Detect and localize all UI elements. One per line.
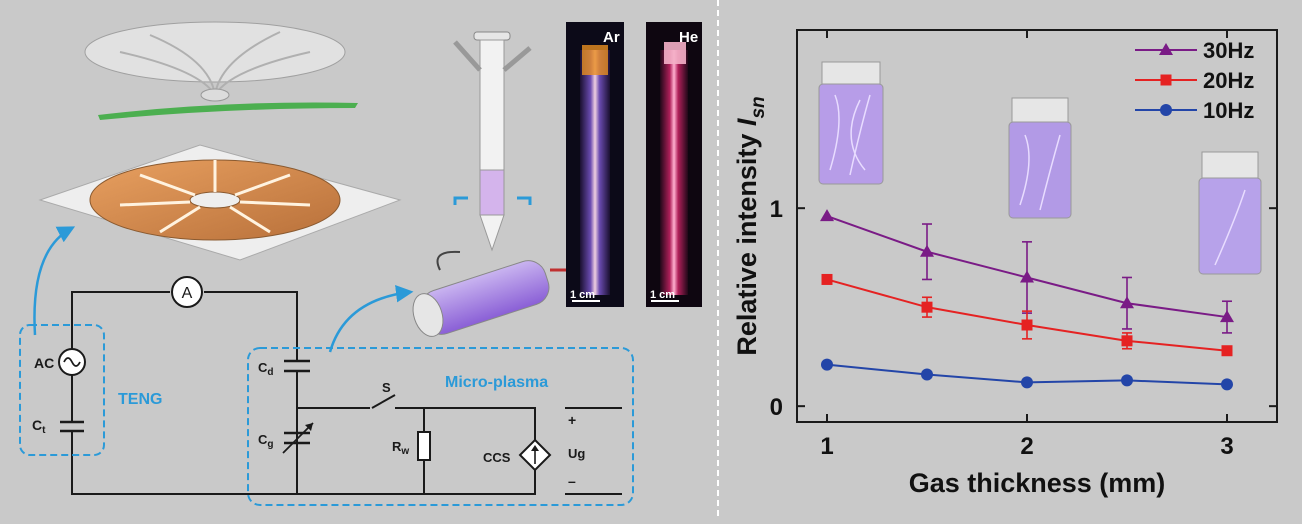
plot-frame bbox=[796, 29, 1278, 423]
arrow-to-teng bbox=[33, 226, 76, 336]
ccs-label: CCS bbox=[483, 450, 511, 465]
inset-cylinder-2 bbox=[1008, 97, 1072, 219]
ug-minus: – bbox=[568, 473, 576, 489]
scale-label-ar: 1 cm bbox=[570, 289, 595, 301]
x-tick-label: 1 bbox=[820, 433, 833, 460]
legend-entry: 20Hz bbox=[1135, 68, 1254, 93]
legend-marker bbox=[1160, 104, 1172, 116]
series-20Hz bbox=[821, 273, 1233, 357]
tube-illustration bbox=[453, 31, 532, 252]
legend-label: 10Hz bbox=[1203, 98, 1254, 123]
data-point bbox=[820, 209, 834, 222]
legend-label: 20Hz bbox=[1203, 68, 1254, 93]
ac-wave-icon bbox=[63, 357, 81, 367]
legend-marker bbox=[1160, 74, 1172, 86]
x-axis-label: Gas thickness (mm) bbox=[909, 468, 1166, 498]
micro-plasma-label: Micro-plasma bbox=[445, 374, 548, 391]
legend-entry: 10Hz bbox=[1135, 98, 1254, 123]
inset-cylinder-3 bbox=[1198, 151, 1262, 275]
rw-resistor-symbol bbox=[417, 431, 431, 461]
ammeter-symbol bbox=[171, 276, 203, 308]
data-point bbox=[1221, 345, 1233, 357]
photo-argon bbox=[566, 22, 624, 307]
ct-label: Ct bbox=[32, 417, 46, 436]
data-point bbox=[1221, 378, 1233, 391]
rw-label: Rw bbox=[392, 439, 409, 457]
teng-dashed-box bbox=[19, 324, 105, 456]
ccs-arrowhead-icon bbox=[531, 445, 539, 451]
legend-marker bbox=[1159, 43, 1173, 55]
ammeter-label: A bbox=[182, 285, 193, 302]
photo-helium bbox=[646, 22, 702, 307]
data-point bbox=[1021, 319, 1033, 331]
legend-label: 30Hz bbox=[1203, 38, 1254, 63]
photo-label-he: He bbox=[679, 29, 698, 46]
scale-label-he: 1 cm bbox=[650, 289, 675, 301]
data-point bbox=[821, 358, 833, 371]
y-tick-label: 1 bbox=[770, 196, 783, 223]
legend-entry: 30Hz bbox=[1135, 38, 1254, 63]
photo-label-ar: Ar bbox=[603, 29, 620, 46]
chart: 1 2 3 0 1 30Hz 20Hz 10Hz Gas thickness (mm) Re… bbox=[732, 29, 1278, 498]
circuit-wires bbox=[71, 291, 622, 495]
x-tick-label: 3 bbox=[1220, 433, 1233, 460]
y-axis-label: Relative intensity Isn bbox=[732, 96, 769, 355]
data-point bbox=[921, 301, 933, 313]
ug-plus: + bbox=[568, 412, 576, 428]
teng-label: TENG bbox=[118, 391, 162, 408]
stator-illustration bbox=[38, 144, 402, 261]
y-tick-label: 0 bbox=[770, 394, 783, 421]
data-point bbox=[920, 244, 934, 257]
plasma-device-illustration bbox=[412, 250, 566, 337]
data-point bbox=[821, 273, 833, 285]
data-point bbox=[1121, 374, 1133, 387]
rotor-illustration bbox=[84, 21, 358, 120]
data-point bbox=[1020, 270, 1034, 283]
series-10Hz bbox=[821, 358, 1233, 391]
data-point bbox=[1120, 296, 1134, 309]
inset-cylinder-1 bbox=[818, 61, 884, 185]
cg-variable-arrowhead-icon bbox=[305, 423, 313, 431]
ac-label: AC bbox=[34, 355, 54, 371]
arrow-to-plasma bbox=[328, 285, 414, 353]
series-30Hz bbox=[820, 209, 1234, 334]
ug-label: Ug bbox=[568, 446, 585, 461]
data-point bbox=[1021, 376, 1033, 389]
switch-label: S bbox=[382, 380, 391, 395]
cg-label: Cg bbox=[258, 432, 274, 450]
x-tick-label: 2 bbox=[1020, 433, 1033, 460]
data-point bbox=[1220, 310, 1234, 323]
plasma-dashed-box bbox=[247, 347, 634, 506]
data-point bbox=[921, 368, 933, 381]
cd-label: Cd bbox=[258, 360, 274, 378]
data-point bbox=[1121, 335, 1133, 347]
